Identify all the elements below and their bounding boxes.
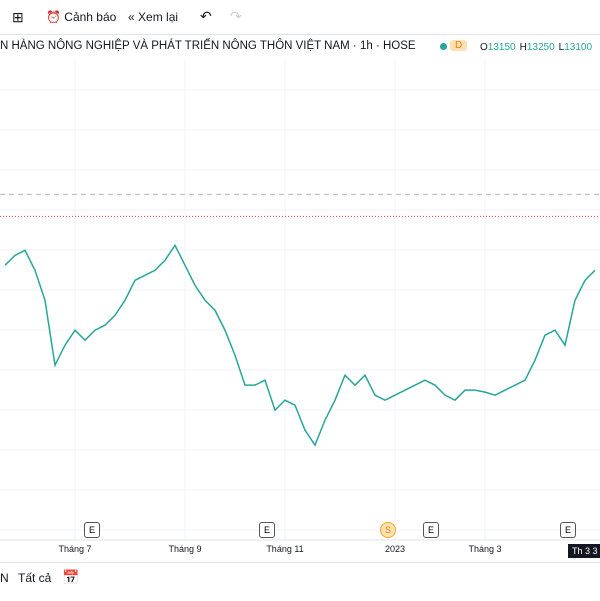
- x-tick-label: Tháng 11: [266, 544, 303, 554]
- badge: D: [450, 40, 468, 51]
- ohlc: O13150 H13250 L13100: [476, 42, 592, 53]
- x-tick-label: Tháng 3: [468, 544, 501, 554]
- alert-button[interactable]: ⏰ Cảnh báo: [46, 10, 117, 24]
- date-range-icon[interactable]: 📅: [62, 569, 80, 585]
- crosshair-label: Th 3 3: [568, 544, 600, 558]
- x-tick-label: Tháng 9: [168, 544, 201, 554]
- ohlc-value: 13250: [526, 42, 555, 53]
- layout-icon[interactable]: ⊞: [12, 9, 24, 25]
- ohlc-key: H: [519, 42, 527, 53]
- symbol-title: N HÀNG NÔNG NGHIỆP VÀ PHÁT TRIỂN NÔNG TH…: [0, 40, 416, 52]
- ohlc-value: 13150: [487, 42, 516, 53]
- event-marker: E: [423, 522, 439, 538]
- toolbar: ⊞ ⏰ Cảnh báo « Xem lại ↶ ↷: [0, 0, 600, 35]
- price-line: [4, 243, 596, 447]
- alert-label: Cảnh báo: [64, 10, 117, 24]
- range-button[interactable]: N: [0, 571, 9, 585]
- event-marker: E: [84, 522, 100, 538]
- ohlc-key: O: [480, 42, 488, 53]
- event-marker: S: [380, 522, 396, 538]
- redo[interactable]: ↷: [230, 8, 242, 24]
- replay-label: Xem lại: [138, 10, 179, 24]
- status-dot: [440, 43, 447, 50]
- ohlc-value: 13100: [564, 42, 593, 53]
- x-tick-label: Tháng 7: [58, 544, 91, 554]
- ohlc-key: L: [558, 42, 565, 53]
- event-marker: E: [259, 522, 275, 538]
- undo[interactable]: ↶: [200, 8, 212, 24]
- all-button[interactable]: Tất cả: [18, 571, 52, 585]
- replay-button[interactable]: « Xem lại: [128, 10, 179, 24]
- footer: N Tất cả 📅: [0, 562, 600, 601]
- event-marker: E: [560, 522, 576, 538]
- x-tick-label: 2023: [385, 544, 405, 554]
